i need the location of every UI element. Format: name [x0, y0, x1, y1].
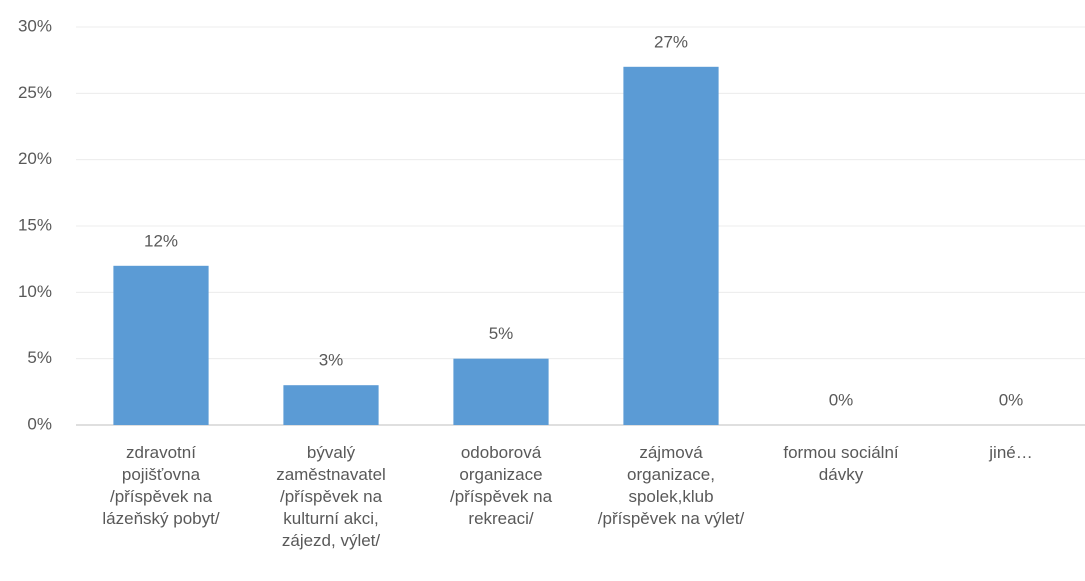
- value-label: 0%: [829, 390, 854, 409]
- y-tick-label: 0%: [27, 414, 52, 433]
- bar: [113, 265, 209, 425]
- value-label: 0%: [999, 390, 1024, 409]
- x-tick-label: bývalý zaměstnavatel /příspěvek na kultu…: [276, 443, 386, 550]
- bar: [283, 385, 379, 425]
- x-tick-label: odoborová organizace /příspěvek na rekre…: [449, 443, 553, 528]
- x-tick-label: zájmová organizace, spolek,klub /příspěv…: [597, 443, 745, 528]
- bar: [453, 358, 549, 425]
- y-tick-label: 15%: [18, 215, 52, 234]
- value-label: 5%: [489, 324, 514, 343]
- y-tick-label: 10%: [18, 282, 52, 301]
- value-label: 3%: [319, 351, 344, 370]
- x-tick-label: zdravotní pojišťovna /příspěvek na lázeň…: [102, 443, 220, 528]
- y-tick-label: 5%: [27, 348, 52, 367]
- value-label: 27%: [654, 32, 688, 51]
- y-tick-label: 20%: [18, 149, 52, 168]
- x-tick-label: formou sociální dávky: [783, 443, 899, 484]
- value-label: 12%: [144, 231, 178, 250]
- bar: [623, 66, 719, 426]
- y-tick-label: 30%: [18, 16, 52, 35]
- y-tick-label: 25%: [18, 83, 52, 102]
- x-tick-label: jiné…: [989, 443, 1033, 462]
